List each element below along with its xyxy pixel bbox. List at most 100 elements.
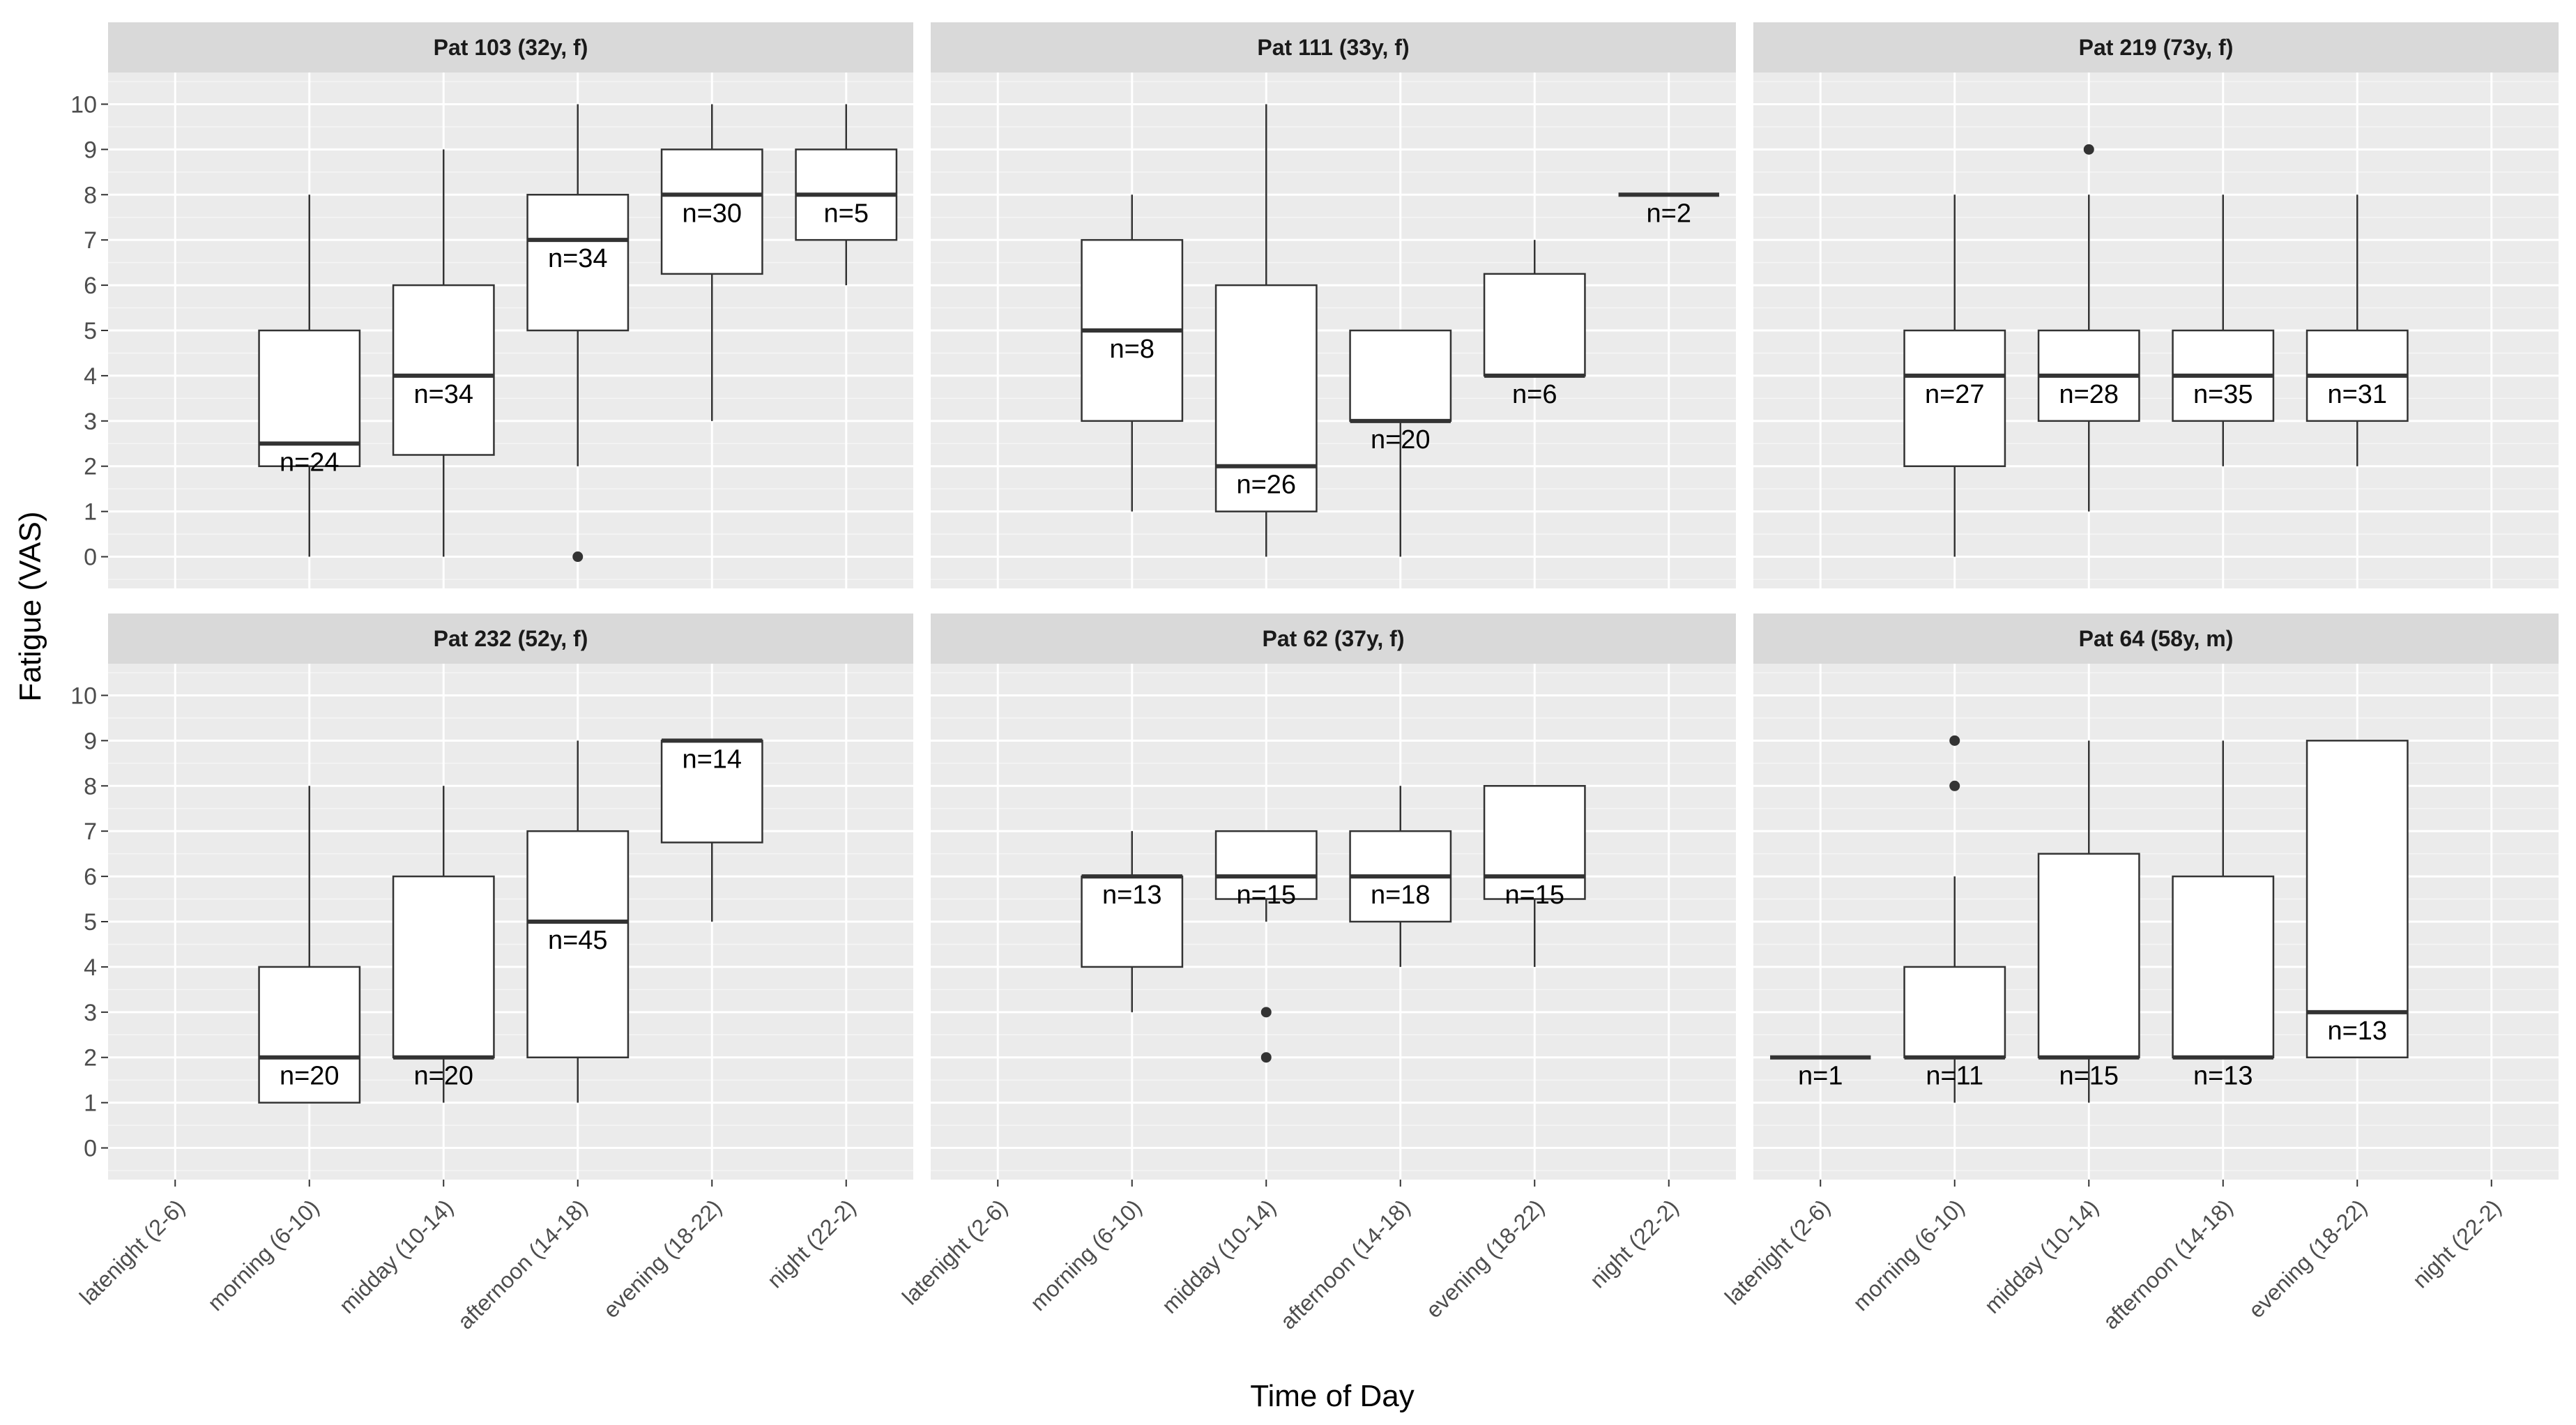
count-label: n=20 [280, 1062, 340, 1091]
outlier-point [1260, 1007, 1272, 1018]
box-group: n=13 [2306, 740, 2409, 1058]
count-label: n=6 [1512, 380, 1557, 409]
facet-strip [108, 614, 913, 664]
y-tick-label: 3 [84, 1000, 97, 1026]
y-tick-label: 8 [84, 182, 97, 208]
count-label: n=30 [682, 199, 742, 228]
facet-panel: Pat 103 (32y, f) 0 1 2 3 4 5 6 7 8 9 10 n=24 n=34 n=34… [70, 22, 913, 588]
box-group: n=18 [1349, 786, 1452, 967]
box-group: n=45 [526, 740, 630, 1103]
y-tick-label: 8 [84, 773, 97, 800]
count-label: n=27 [1925, 380, 1985, 409]
count-label: n=15 [2059, 1062, 2119, 1091]
box-iqr [258, 966, 361, 1104]
y-axis-title: Fatigue (VAS) [13, 511, 47, 701]
box-iqr [1214, 830, 1318, 900]
count-label: n=15 [1236, 881, 1296, 910]
box-group: n=20 [258, 786, 361, 1104]
count-label: n=2 [1647, 199, 1691, 228]
box-iqr [258, 329, 361, 467]
count-label: n=26 [1236, 471, 1296, 500]
count-label: n=5 [824, 199, 869, 228]
x-axis-title: Time of Day [1250, 1379, 1415, 1413]
box-group: n=6 [1483, 240, 1586, 409]
facet-strip [1753, 22, 2559, 73]
box-iqr [2172, 875, 2275, 1058]
box-group: n=15 [1214, 830, 1318, 1063]
box-group: n=20 [392, 786, 495, 1103]
y-tick-label: 1 [84, 1090, 97, 1117]
box-group: n=2 [1618, 192, 1719, 228]
count-label: n=34 [413, 380, 473, 409]
facet-title: Pat 111 (33y, f) [1257, 35, 1409, 60]
y-tick-label: 6 [84, 864, 97, 890]
box-group: n=8 [1081, 195, 1184, 512]
box-iqr [2306, 740, 2409, 1058]
facet-title: Pat 62 (37y, f) [1263, 626, 1405, 651]
y-tick-label: 5 [84, 318, 97, 344]
y-tick-label: 7 [84, 227, 97, 254]
y-tick-label: 4 [84, 363, 97, 390]
count-label: n=34 [548, 244, 608, 273]
count-label: n=13 [2193, 1062, 2253, 1091]
y-tick-label: 7 [84, 818, 97, 845]
count-label: n=24 [280, 448, 340, 477]
box-group: n=20 [1349, 329, 1452, 557]
facet-panel: Pat 219 (73y, f) n=27 n=28 n=35 n=31 [1753, 22, 2559, 588]
box-iqr [526, 194, 630, 332]
facet-title: Pat 64 (58y, m) [2079, 626, 2234, 651]
facet-panel: Pat 111 (33y, f) n=8 n=26 n=20 n=6 n=2 [931, 22, 1736, 588]
box-group: n=30 [660, 104, 763, 421]
count-label: n=13 [2327, 1016, 2387, 1046]
count-label: n=14 [682, 745, 742, 774]
facet-title: Pat 219 (73y, f) [2079, 35, 2234, 60]
outlier-point [1949, 780, 1960, 791]
y-tick-label: 4 [84, 954, 97, 981]
count-label: n=18 [1371, 881, 1431, 910]
box-group: n=15 [1483, 785, 1586, 967]
outlier-point [572, 551, 584, 563]
count-label: n=8 [1110, 335, 1154, 364]
facet-title: Pat 103 (32y, f) [434, 35, 588, 60]
box-iqr [392, 875, 495, 1058]
count-label: n=35 [2193, 380, 2253, 409]
box-iqr [1483, 785, 1586, 900]
facet-title: Pat 232 (52y, f) [434, 626, 588, 651]
box-group: n=1 [1770, 1055, 1871, 1091]
y-tick-label: 2 [84, 454, 97, 480]
box-iqr [660, 148, 763, 275]
y-tick-label: 10 [70, 683, 97, 709]
facet-strip [931, 614, 1736, 664]
y-tick-label: 5 [84, 909, 97, 936]
y-tick-label: 9 [84, 728, 97, 754]
facet-panel: Pat 62 (37y, f)latenight (2-6) morning (6… [897, 614, 1736, 1334]
box-group: n=13 [1081, 831, 1184, 1012]
outlier-point [1260, 1052, 1272, 1063]
y-tick-label: 2 [84, 1045, 97, 1072]
box-group: n=13 [2172, 740, 2275, 1091]
count-label: n=20 [413, 1062, 473, 1091]
box-iqr [1903, 329, 2006, 467]
box-iqr [1483, 273, 1586, 377]
y-tick-label: 0 [84, 1136, 97, 1162]
y-tick-label: 10 [70, 91, 97, 118]
box-group: n=28 [2037, 144, 2140, 512]
box-group: n=24 [258, 195, 361, 557]
outlier-point [1949, 735, 1960, 746]
facet-strip [108, 22, 913, 73]
box-group: n=5 [795, 104, 898, 286]
facet-panels: Pat 103 (32y, f)012345678910n=24n=34n=34… [70, 22, 2559, 1334]
box-group: n=27 [1903, 195, 2006, 557]
count-label: n=1 [1798, 1062, 1843, 1091]
box-group: n=35 [2172, 195, 2275, 466]
box-group: n=11 [1903, 735, 2006, 1103]
y-tick-label: 0 [84, 544, 97, 571]
y-tick-label: 1 [84, 499, 97, 526]
box-iqr [1214, 284, 1318, 512]
y-tick-label: 6 [84, 273, 97, 299]
box-group: n=15 [2037, 740, 2140, 1103]
count-label: n=31 [2327, 380, 2387, 409]
box-iqr [1903, 966, 2006, 1058]
box-iqr [660, 740, 763, 844]
